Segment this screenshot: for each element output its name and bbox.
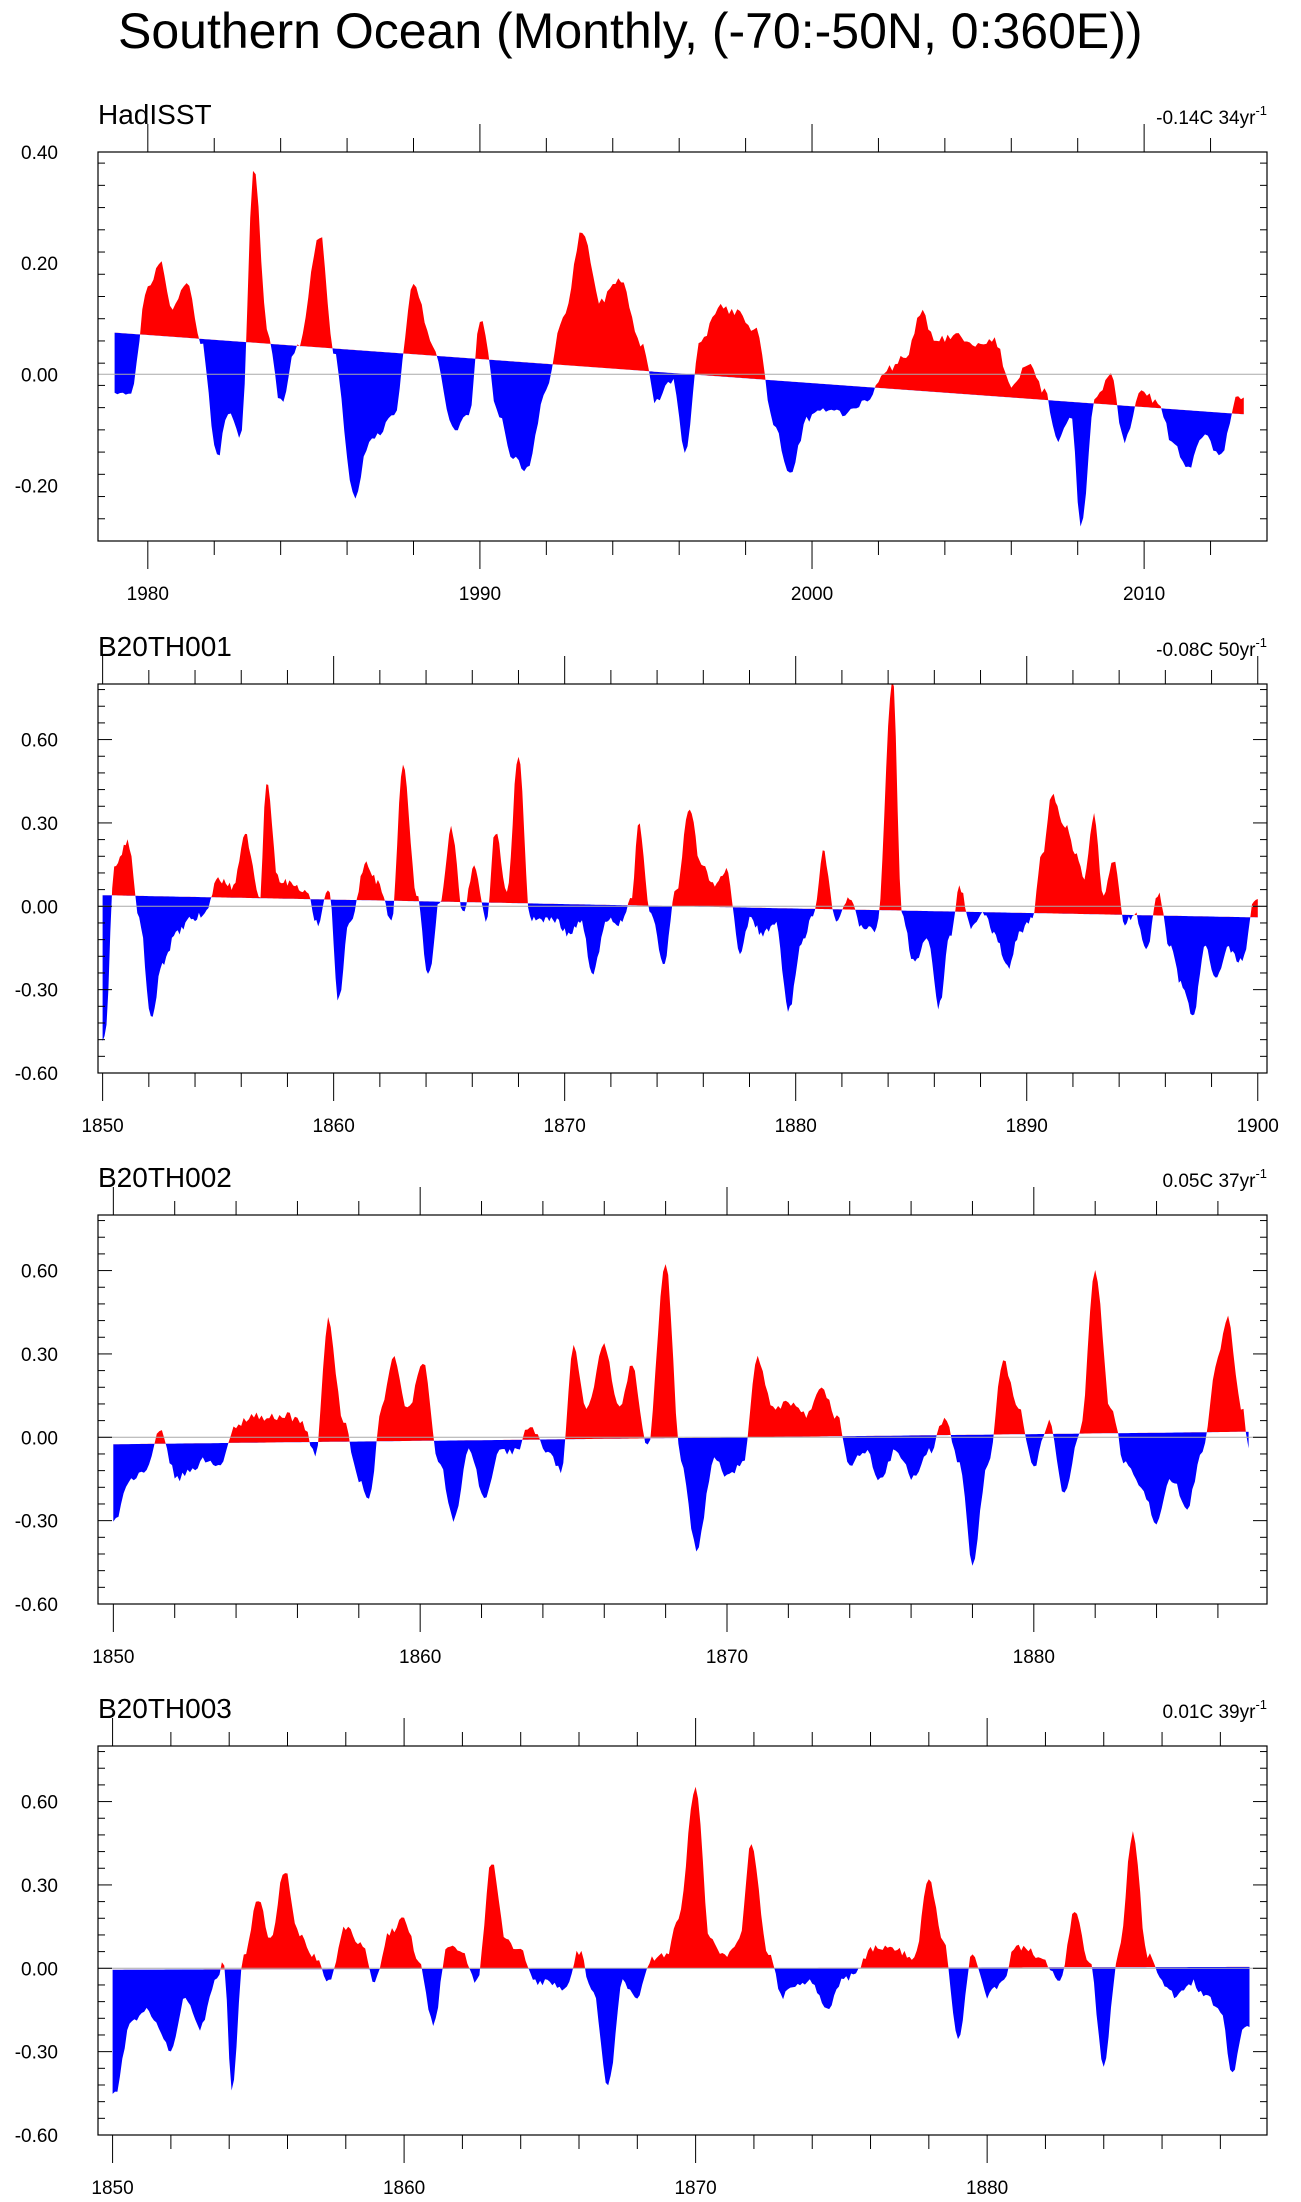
trend-label: 0.01C 39yr-1 xyxy=(1162,1697,1267,1723)
y-tick-label: -0.30 xyxy=(15,2043,58,2064)
panel-name: B20TH002 xyxy=(98,1162,232,1193)
y-tick-label: 0.60 xyxy=(21,1262,58,1283)
plot-frame xyxy=(97,683,1268,1074)
y-tick-label: -0.30 xyxy=(15,981,58,1002)
y-tick-label: 0.00 xyxy=(21,897,58,918)
main-title: Southern Ocean (Monthly, (-70:-50N, 0:36… xyxy=(118,3,1143,59)
panel-name: HadISST xyxy=(98,99,212,130)
x-tick-label: 2000 xyxy=(791,584,833,605)
positive-anomaly-area xyxy=(113,1264,1249,1445)
y-tick-label: 0.60 xyxy=(21,1793,58,1814)
y-tick-label: 0.30 xyxy=(21,814,58,835)
x-tick-label: 2010 xyxy=(1123,584,1165,605)
x-tick-label: 1900 xyxy=(1237,1116,1279,1137)
y-tick-label: -0.30 xyxy=(15,1512,58,1533)
y-tick-label: 0.00 xyxy=(21,1959,58,1980)
panel-b20th003: B20TH003 0.01C 39yr-1 -0.60 -0.30 0.00 0.30 0.… xyxy=(15,1693,1268,2199)
x-tick-label: 1850 xyxy=(92,1647,134,1668)
x-tick-label: 1890 xyxy=(1006,1116,1048,1137)
x-tick-label: 1870 xyxy=(674,2178,716,2199)
x-tick-label: 1850 xyxy=(81,1116,123,1137)
x-tick-label: 1990 xyxy=(459,584,501,605)
y-tick-label: 0.40 xyxy=(21,143,58,164)
trend-label: -0.14C 34yr-1 xyxy=(1156,103,1267,129)
y-tick-label: -0.60 xyxy=(15,2126,58,2147)
trend-label: -0.08C 50yr-1 xyxy=(1156,635,1267,661)
x-tick-label: 1850 xyxy=(91,2178,133,2199)
y-tick-label: -0.60 xyxy=(15,1595,58,1616)
x-tick-label: 1860 xyxy=(313,1116,355,1137)
y-tick-label: 0.20 xyxy=(21,254,58,275)
x-tick-label: 1880 xyxy=(775,1116,817,1137)
x-tick-label: 1860 xyxy=(383,2178,425,2199)
y-tick-label: 0.00 xyxy=(21,365,58,386)
panel-name: B20TH003 xyxy=(98,1693,232,1724)
x-tick-label: 1980 xyxy=(127,584,169,605)
plot-frame xyxy=(97,1745,1268,2136)
positive-anomaly-area xyxy=(112,1786,1250,1970)
panel-b20th001: B20TH001 -0.08C 50yr-1 -0.60 -0.30 0.00 0.30 0… xyxy=(15,631,1279,1137)
negative-anomaly-area xyxy=(113,1431,1249,1566)
y-tick-label: -0.20 xyxy=(15,476,58,497)
plot-frame xyxy=(97,1214,1268,1605)
x-tick-label: 1880 xyxy=(966,2178,1008,2199)
plot-frame xyxy=(97,151,1268,542)
y-tick-label: 0.30 xyxy=(21,1876,58,1897)
panel-name: B20TH001 xyxy=(98,631,232,662)
negative-anomaly-area xyxy=(114,332,1244,527)
x-tick-label: 1870 xyxy=(706,1647,748,1668)
y-tick-label: 0.30 xyxy=(21,1345,58,1366)
x-tick-label: 1870 xyxy=(544,1116,586,1137)
panel-hadisst: HadISST -0.14C 34yr-1 -0.20 0.00 0.20 0.40 198… xyxy=(15,99,1268,605)
trend-label: 0.05C 37yr-1 xyxy=(1162,1166,1267,1192)
panel-b20th002: B20TH002 0.05C 37yr-1 -0.60 -0.30 0.00 0.30 0.… xyxy=(15,1162,1268,1668)
y-tick-label: 0.60 xyxy=(21,731,58,752)
x-tick-label: 1880 xyxy=(1013,1647,1055,1668)
positive-anomaly-area xyxy=(102,684,1258,918)
x-tick-label: 1860 xyxy=(399,1647,441,1668)
y-tick-label: 0.00 xyxy=(21,1428,58,1449)
negative-anomaly-area xyxy=(102,895,1258,1041)
y-tick-label: -0.60 xyxy=(15,1064,58,1085)
